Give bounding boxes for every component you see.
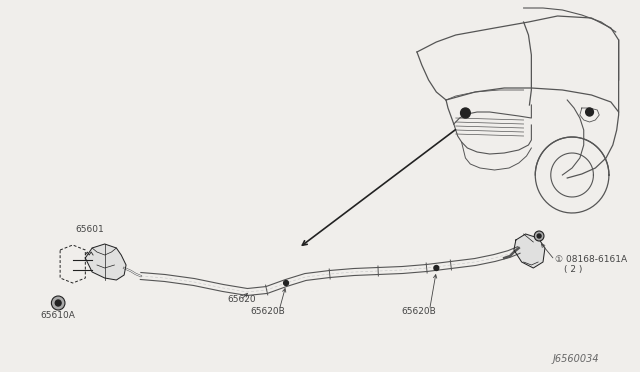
Circle shape [534,231,544,241]
Text: 65610A: 65610A [41,311,76,320]
Circle shape [586,108,593,116]
Text: 65620B: 65620B [250,307,285,316]
Text: ① 08168-6161A: ① 08168-6161A [555,255,627,264]
Circle shape [434,266,439,270]
Text: 65620B: 65620B [401,307,436,316]
Circle shape [284,280,289,285]
Circle shape [55,300,61,306]
Text: 65601: 65601 [76,225,104,234]
Circle shape [537,234,541,238]
Circle shape [461,108,470,118]
Text: J6560034: J6560034 [553,354,599,364]
Text: 65620: 65620 [227,295,255,304]
Polygon shape [514,234,545,268]
Text: ( 2 ): ( 2 ) [564,265,582,274]
Polygon shape [85,244,126,280]
Circle shape [51,296,65,310]
